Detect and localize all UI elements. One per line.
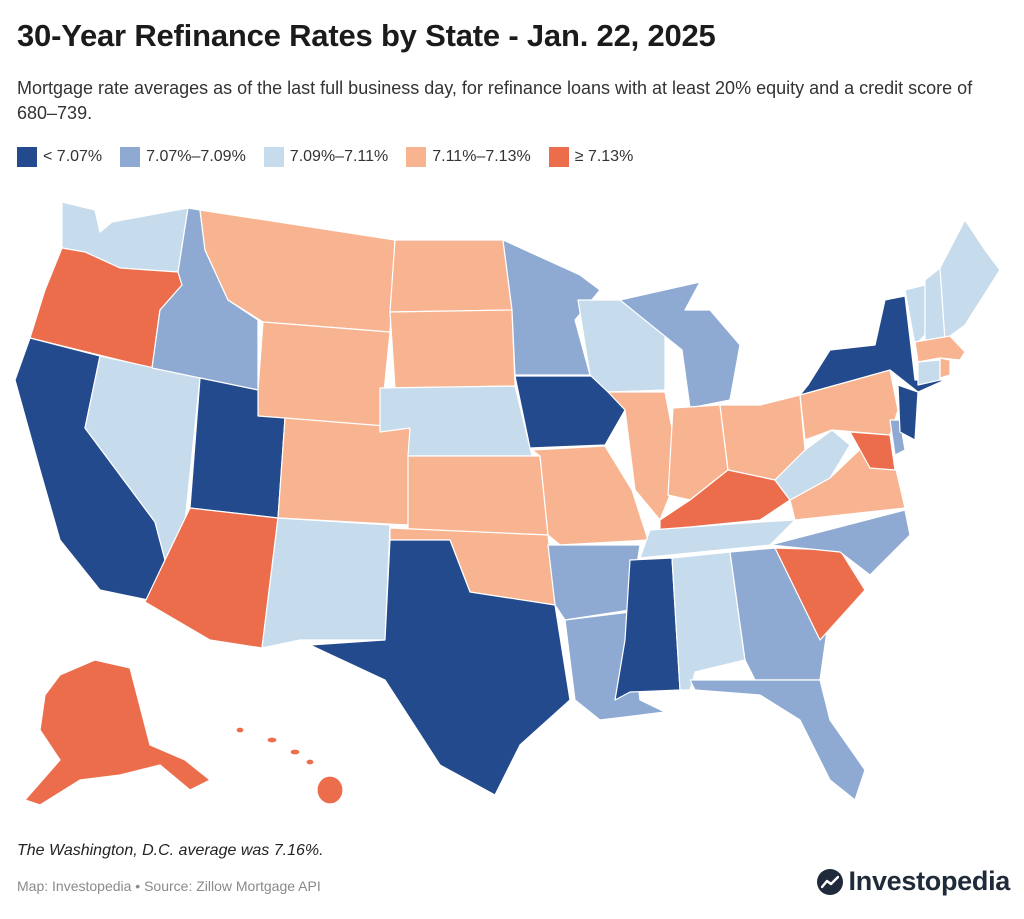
brand[interactable]: Investopedia — [816, 866, 1011, 897]
legend-item: ≥ 7.13% — [548, 147, 634, 167]
legend-label: ≥ 7.13% — [574, 148, 634, 165]
legend-label: 7.07%–7.09% — [146, 148, 246, 165]
state-ND — [389, 239, 513, 313]
state-HI — [235, 726, 344, 805]
legend-item: 7.07%–7.09% — [120, 147, 246, 167]
legend-item: 7.09%–7.11% — [263, 147, 389, 167]
page-subtitle: Mortgage rate averages as of the last fu… — [17, 78, 973, 123]
legend: < 7.07% 7.07%–7.09% 7.09%–7.11% 7.11%–7.… — [17, 145, 651, 169]
state-MD — [849, 431, 896, 471]
legend-swatch — [120, 147, 141, 167]
brand-name: Investopedia — [848, 866, 1011, 896]
state-AK — [24, 659, 211, 806]
legend-label: 7.11%–7.13% — [432, 148, 531, 165]
state-FL — [689, 679, 866, 801]
state-SD — [389, 309, 516, 389]
legend-swatch — [548, 147, 569, 167]
state-ME — [939, 219, 1001, 341]
page-title: 30-Year Refinance Rates by State - Jan. … — [17, 18, 716, 53]
state-KS — [407, 455, 549, 536]
legend-swatch — [17, 147, 37, 167]
state-NJ — [897, 384, 919, 441]
state-MN — [502, 239, 601, 376]
state-MI — [619, 281, 741, 409]
legend-item: < 7.07% — [17, 147, 102, 167]
state-NM — [261, 517, 391, 649]
state-TN — [639, 519, 796, 559]
state-NY — [799, 295, 946, 396]
state-RI — [939, 357, 951, 379]
state-AR — [547, 544, 641, 621]
legend-item: 7.11%–7.13% — [406, 147, 531, 167]
legend-swatch — [406, 147, 427, 167]
dc-note: The Washington, D.C. average was 7.16%. — [17, 842, 324, 859]
legend-swatch — [263, 147, 284, 167]
legend-label: < 7.07% — [43, 148, 103, 165]
state-CO — [277, 417, 411, 526]
us-map — [14, 201, 1001, 806]
state-WY — [257, 321, 391, 433]
legend-label: 7.09%–7.11% — [289, 148, 389, 165]
investopedia-logo-icon — [816, 868, 843, 895]
state-NC — [769, 509, 911, 576]
source-credit: Map: Investopedia • Source: Zillow Mortg… — [17, 878, 321, 894]
state-TX — [309, 539, 571, 796]
state-MO — [531, 445, 649, 546]
state-CT — [917, 359, 941, 386]
